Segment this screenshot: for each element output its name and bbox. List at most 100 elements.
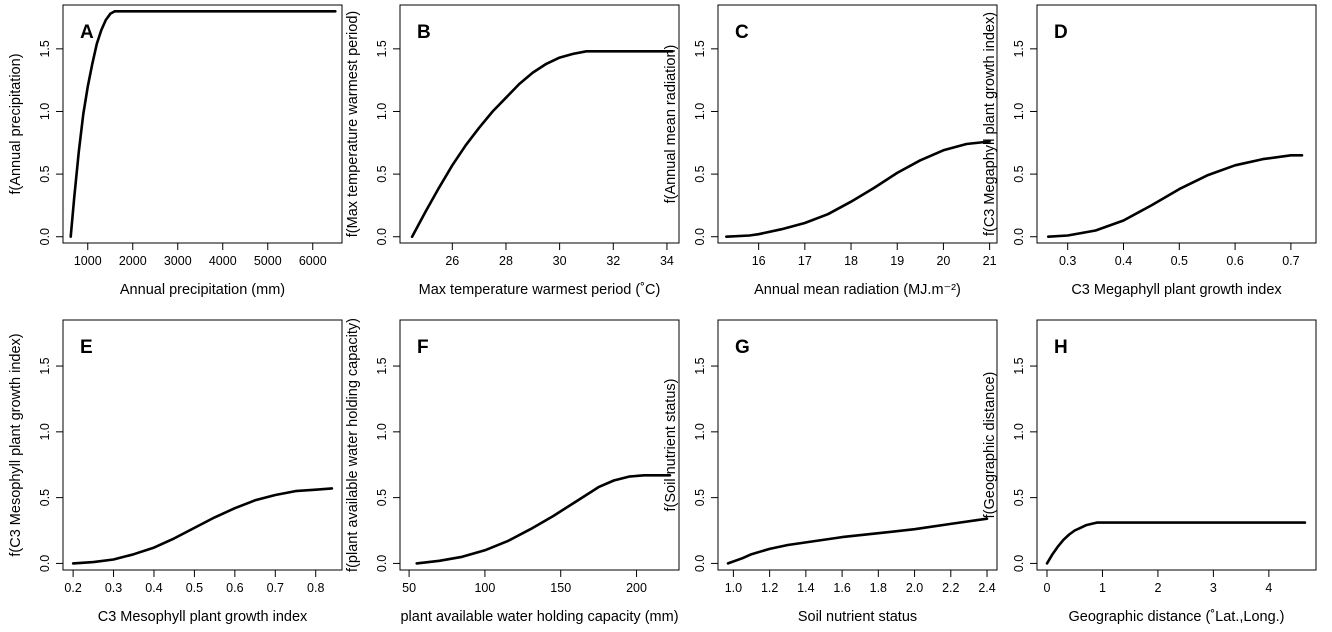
response-curve xyxy=(71,487,334,565)
y-axis-title: f(Max temperature warmest period) xyxy=(345,11,361,237)
y-tick-label: 1.5 xyxy=(375,357,389,374)
x-tick-label: 0.6 xyxy=(226,581,243,595)
y-tick-label: 1.5 xyxy=(1012,40,1026,57)
panel-label: F xyxy=(417,337,429,358)
y-tick-label: 0.5 xyxy=(375,489,389,506)
y-axis-title: f(Annual mean radiation) xyxy=(663,45,679,204)
y-tick-label: 0.5 xyxy=(1012,165,1026,182)
x-tick-label: 32 xyxy=(606,254,620,268)
y-axis-title: f(Soil nutrient status) xyxy=(663,379,679,512)
y-tick-label: 0.0 xyxy=(1012,555,1026,572)
response-curve xyxy=(726,517,989,565)
x-tick-label: 5000 xyxy=(254,254,282,268)
x-tick-label: 0.7 xyxy=(1282,254,1299,268)
response-curve xyxy=(410,49,674,238)
plot-frame xyxy=(399,319,680,571)
x-tick-label: 1.8 xyxy=(870,581,887,595)
panel-e: E 0.2 0.3 0.4 0.5 0.6 0.7 0.8 0.0 0.5 1.0 1.5 C3 Mes… xyxy=(8,319,343,625)
x-tick-label: 34 xyxy=(660,254,674,268)
x-tick-label: 26 xyxy=(445,254,459,268)
panel-label: B xyxy=(417,22,431,43)
x-tick-label: 2000 xyxy=(119,254,147,268)
x-tick-label: 3 xyxy=(1210,581,1217,595)
x-tick-label: 0.5 xyxy=(186,581,203,595)
x-tick-label: 0.2 xyxy=(64,581,81,595)
x-tick-label: 200 xyxy=(626,581,647,595)
y-tick-label: 0.5 xyxy=(693,165,707,182)
x-tick-label: 4000 xyxy=(209,254,237,268)
y-tick-label: 1.0 xyxy=(693,423,707,440)
y-tick-label: 0.5 xyxy=(38,165,52,182)
y-axis-title: f(C3 Megaphyll plant growth index) xyxy=(982,12,998,236)
x-tick-label: 3000 xyxy=(164,254,192,268)
x-tick-label: 0.3 xyxy=(1059,254,1076,268)
x-axis-title: Annual mean radiation (MJ.m⁻²) xyxy=(754,282,961,298)
plot-frame xyxy=(62,319,343,571)
x-tick-label: 100 xyxy=(474,581,495,595)
panel-h: H 0 1 2 3 4 0.0 0.5 1.0 1.5 Geographic distance (˚… xyxy=(982,319,1317,625)
x-tick-label: 19 xyxy=(890,254,904,268)
y-tick-label: 1.5 xyxy=(38,40,52,57)
y-tick-label: 1.5 xyxy=(693,357,707,374)
x-tick-label: 30 xyxy=(553,254,567,268)
y-tick-label: 0.0 xyxy=(38,555,52,572)
y-tick-label: 0.0 xyxy=(375,555,389,572)
panel-c: C 16 17 18 19 20 21 0.0 0.5 1.0 1.5 Annual mean rad… xyxy=(663,4,998,298)
panel-b: B 26 28 30 32 34 0.0 0.5 1.0 1.5 Max temperature w… xyxy=(345,4,680,298)
x-tick-label: 50 xyxy=(402,581,416,595)
x-tick-label: 20 xyxy=(936,254,950,268)
y-tick-label: 1.0 xyxy=(38,103,52,120)
x-tick-label: 2 xyxy=(1154,581,1161,595)
x-tick-label: 17 xyxy=(798,254,812,268)
x-axis-title: Geographic distance (˚Lat.,Long.) xyxy=(1068,609,1284,625)
x-tick-label: 0.8 xyxy=(307,581,324,595)
y-tick-label: 1.5 xyxy=(375,40,389,57)
y-tick-label: 0.0 xyxy=(1012,228,1026,245)
x-tick-label: 0.5 xyxy=(1171,254,1188,268)
x-tick-label: 0.4 xyxy=(145,581,162,595)
x-axis-title: Soil nutrient status xyxy=(798,609,917,625)
y-tick-label: 0.0 xyxy=(38,228,52,245)
y-tick-label: 1.5 xyxy=(693,40,707,57)
x-axis-title: Max temperature warmest period (˚C) xyxy=(419,282,661,298)
y-tick-label: 0.5 xyxy=(1012,489,1026,506)
x-tick-label: 1.6 xyxy=(833,581,850,595)
panel-label: D xyxy=(1054,22,1068,43)
x-tick-label: 21 xyxy=(983,254,997,268)
x-tick-label: 150 xyxy=(550,581,571,595)
plot-frame xyxy=(1036,4,1317,244)
panel-a: A 1000 2000 3000 4000 5000 6000 0.0 0.5 1.0 1.5 Ann… xyxy=(8,4,343,298)
panel-g: G 1.0 1.2 1.4 1.6 1.8 2.0 2.2 2.4 0.0 0.5 1.0 1.5 Soi… xyxy=(663,319,998,625)
x-tick-label: 1.0 xyxy=(725,581,742,595)
y-tick-label: 0.0 xyxy=(375,228,389,245)
y-tick-label: 1.0 xyxy=(693,103,707,120)
x-tick-label: 0 xyxy=(1044,581,1051,595)
x-tick-label: 4 xyxy=(1265,581,1272,595)
panel-f: F 50 100 150 200 0.0 0.5 1.0 1.5 plant available … xyxy=(345,318,680,625)
x-tick-label: 1 xyxy=(1099,581,1106,595)
x-tick-label: 1.4 xyxy=(797,581,814,595)
x-tick-label: 0.6 xyxy=(1226,254,1243,268)
x-axis-title: plant available water holding capacity (… xyxy=(400,609,678,625)
response-curve xyxy=(415,473,672,565)
y-tick-label: 0.0 xyxy=(693,555,707,572)
y-tick-label: 1.0 xyxy=(1012,103,1026,120)
y-tick-label: 0.5 xyxy=(38,489,52,506)
x-tick-label: 2.2 xyxy=(942,581,959,595)
x-tick-label: 1.2 xyxy=(761,581,778,595)
x-tick-label: 0.7 xyxy=(267,581,284,595)
panel-label: E xyxy=(80,337,93,358)
y-tick-label: 0.5 xyxy=(693,489,707,506)
x-tick-label: 28 xyxy=(499,254,513,268)
y-axis-title: f(C3 Mesophyll plant growth index) xyxy=(8,333,24,556)
y-tick-label: 1.0 xyxy=(38,423,52,440)
plot-frame xyxy=(717,319,998,571)
y-axis-title: f(plant available water holding capacity… xyxy=(345,318,361,572)
plot-frame xyxy=(717,4,998,244)
panel-label: A xyxy=(80,22,94,43)
x-tick-label: 2.4 xyxy=(978,581,995,595)
y-tick-label: 1.0 xyxy=(375,423,389,440)
response-curve xyxy=(69,10,337,238)
y-tick-label: 1.0 xyxy=(375,103,389,120)
